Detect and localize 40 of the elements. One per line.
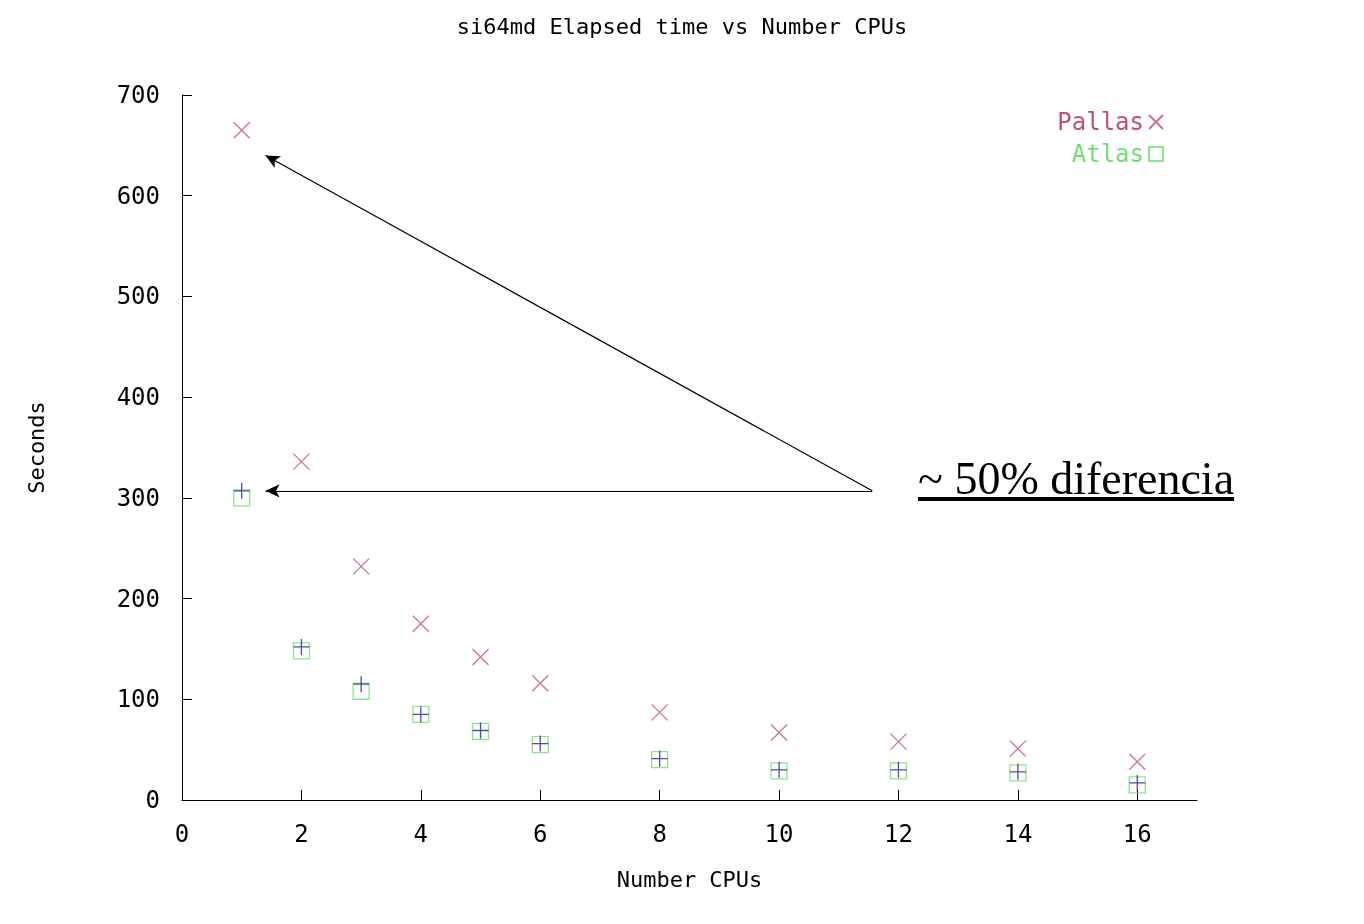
point xyxy=(352,675,370,693)
x-tick-label: 12 xyxy=(884,820,913,848)
y-tick-label: 300 xyxy=(116,483,160,512)
x-tick-label: 16 xyxy=(1122,820,1152,848)
y-tick-label: 100 xyxy=(116,685,160,714)
point xyxy=(352,682,370,700)
point xyxy=(1009,739,1027,758)
y-axis-title: Seconds xyxy=(23,401,49,494)
point xyxy=(292,638,311,656)
point xyxy=(292,642,311,660)
point xyxy=(471,648,490,666)
x-tick-label: 10 xyxy=(764,820,794,848)
x-axis-title: Number CPUs xyxy=(616,866,763,892)
x-tick-label: 8 xyxy=(652,820,667,848)
y-tick-label: 600 xyxy=(116,181,160,210)
y-tick-label: 700 xyxy=(116,81,160,109)
chart-title: si64md Elapsed time vs Number CPUs xyxy=(456,13,908,39)
point xyxy=(233,489,251,507)
point xyxy=(412,615,430,633)
point xyxy=(1128,753,1146,771)
x-tick-label: 0 xyxy=(174,820,190,848)
point xyxy=(651,703,669,722)
point xyxy=(233,482,251,500)
point xyxy=(531,674,549,692)
x-tick-label: 6 xyxy=(533,820,548,848)
y-tick-label: 200 xyxy=(116,584,160,613)
legend-label: Atlas xyxy=(1071,140,1144,168)
point xyxy=(889,732,908,751)
y-tick-label: 400 xyxy=(116,383,160,412)
point xyxy=(352,557,370,575)
x-tick-label: 14 xyxy=(1003,820,1033,848)
y-tick-label: 0 xyxy=(145,786,160,814)
x-tick-label: 4 xyxy=(413,820,429,848)
x-tick-label: 2 xyxy=(294,820,309,848)
legend-label: Pallas xyxy=(1057,108,1144,136)
annotation: ~ 50% diferencia xyxy=(918,452,1235,505)
y-tick-label: 500 xyxy=(116,282,160,311)
point xyxy=(770,723,788,742)
point xyxy=(292,452,311,471)
point xyxy=(233,121,251,139)
